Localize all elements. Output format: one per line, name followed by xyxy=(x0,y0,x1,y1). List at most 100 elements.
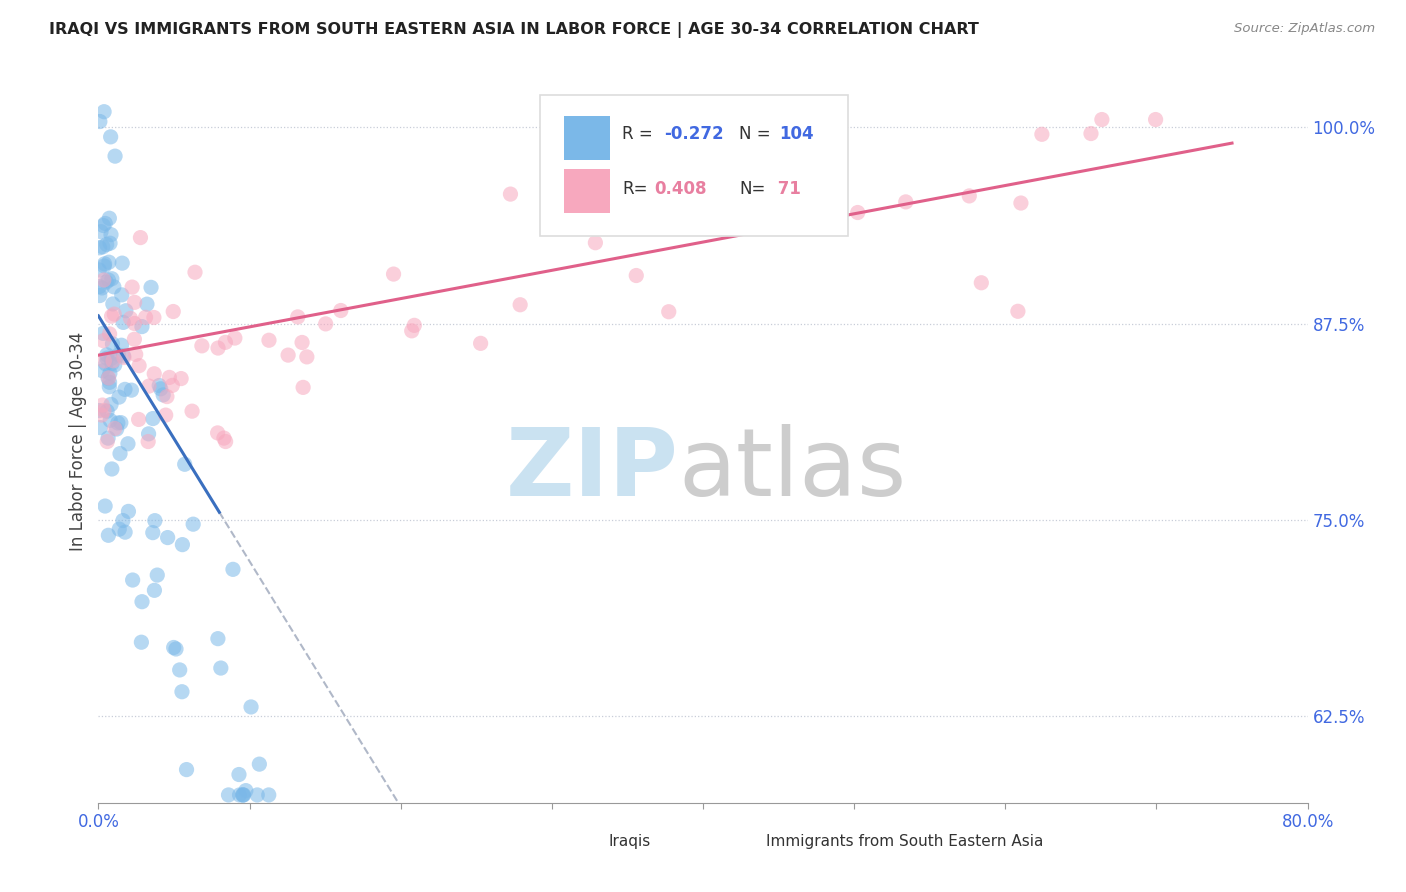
Point xyxy=(120,383,142,397)
Point xyxy=(228,788,250,802)
Point xyxy=(117,437,139,451)
Point xyxy=(181,517,204,532)
Point xyxy=(100,351,122,366)
Point xyxy=(108,522,131,536)
Point xyxy=(97,431,120,445)
Point xyxy=(110,416,132,430)
Point xyxy=(295,350,318,364)
Point xyxy=(148,378,170,392)
Point xyxy=(101,271,124,285)
Point xyxy=(135,310,157,325)
Point xyxy=(181,404,204,418)
Point xyxy=(104,358,127,372)
Point xyxy=(176,763,198,777)
Point xyxy=(108,447,131,461)
Text: R =: R = xyxy=(621,126,652,144)
Point xyxy=(733,193,755,207)
Point xyxy=(94,216,117,230)
Text: 104: 104 xyxy=(779,126,814,144)
Point xyxy=(257,788,280,802)
Text: R=: R= xyxy=(621,179,648,198)
Point xyxy=(136,434,159,449)
Text: IRAQI VS IMMIGRANTS FROM SOUTH EASTERN ASIA IN LABOR FORCE | AGE 30-34 CORRELATI: IRAQI VS IMMIGRANTS FROM SOUTH EASTERN A… xyxy=(49,22,979,38)
Point xyxy=(120,311,142,326)
Point xyxy=(143,583,166,598)
Point xyxy=(105,422,128,436)
Point xyxy=(89,241,111,255)
Point xyxy=(232,788,254,802)
Point xyxy=(315,317,337,331)
FancyBboxPatch shape xyxy=(540,95,848,235)
Point xyxy=(173,457,195,471)
Point xyxy=(96,275,118,289)
Point xyxy=(93,354,115,368)
Point xyxy=(583,235,606,250)
Point xyxy=(101,353,124,368)
Point xyxy=(91,281,114,295)
Point xyxy=(114,383,136,397)
Point xyxy=(91,219,114,233)
Text: Iraqis: Iraqis xyxy=(609,834,651,849)
Point xyxy=(626,268,648,283)
FancyBboxPatch shape xyxy=(564,169,610,212)
Point xyxy=(96,434,118,449)
Point xyxy=(103,280,125,294)
Point xyxy=(142,525,165,540)
Point xyxy=(170,371,193,385)
Point xyxy=(209,661,232,675)
Text: 0.408: 0.408 xyxy=(655,179,707,198)
Point xyxy=(1007,304,1029,318)
Point xyxy=(97,528,120,542)
Point xyxy=(1010,196,1032,211)
Point xyxy=(232,788,254,802)
Point xyxy=(111,256,134,270)
Text: Source: ZipAtlas.com: Source: ZipAtlas.com xyxy=(1234,22,1375,36)
Text: ZIP: ZIP xyxy=(506,425,679,516)
Point xyxy=(169,663,191,677)
Point xyxy=(103,307,125,321)
Point xyxy=(138,426,160,441)
Point xyxy=(894,194,917,209)
Point xyxy=(93,259,115,273)
Point xyxy=(957,189,980,203)
Point xyxy=(101,357,124,371)
Point xyxy=(235,783,257,797)
FancyBboxPatch shape xyxy=(558,830,596,854)
Point xyxy=(246,788,269,802)
Point xyxy=(93,273,115,287)
Point xyxy=(96,348,118,362)
Point xyxy=(124,295,146,310)
Point xyxy=(89,403,111,417)
Point xyxy=(131,319,153,334)
Point xyxy=(128,412,150,426)
Point xyxy=(156,390,179,404)
Point xyxy=(499,187,522,202)
Point xyxy=(107,416,129,430)
Point xyxy=(91,240,114,254)
Point xyxy=(382,267,405,281)
Point xyxy=(97,371,120,385)
Point xyxy=(101,297,124,311)
Point xyxy=(172,538,194,552)
Point xyxy=(292,380,315,394)
Point xyxy=(247,757,270,772)
Point xyxy=(115,303,138,318)
Point xyxy=(846,205,869,219)
Point xyxy=(257,333,280,347)
FancyBboxPatch shape xyxy=(716,830,754,854)
Point xyxy=(97,371,120,385)
Point xyxy=(89,420,111,434)
Point xyxy=(143,514,166,528)
Text: N=: N= xyxy=(740,179,766,198)
Point xyxy=(162,304,184,318)
Point xyxy=(100,397,122,411)
Point xyxy=(146,568,169,582)
Point xyxy=(128,359,150,373)
Point xyxy=(131,595,153,609)
Point xyxy=(98,380,121,394)
Point xyxy=(212,431,235,445)
Point xyxy=(110,338,132,352)
Text: 71: 71 xyxy=(772,179,801,198)
Point xyxy=(470,336,492,351)
Point xyxy=(155,408,177,422)
